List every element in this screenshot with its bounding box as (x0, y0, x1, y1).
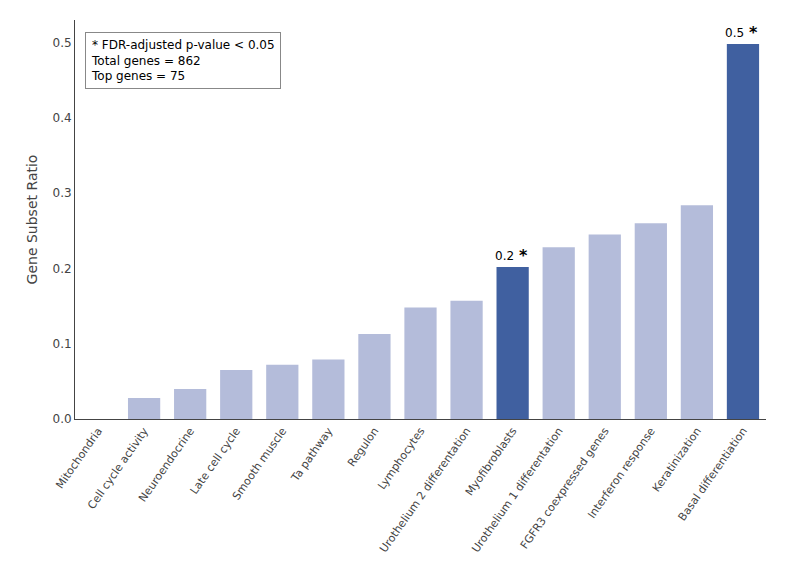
svg-text:Neuroendocrine: Neuroendocrine (136, 425, 197, 505)
svg-text:Mitochondria: Mitochondria (53, 425, 105, 491)
svg-text:0.2: 0.2 (53, 262, 72, 276)
svg-text:Urothelium 2 differentation: Urothelium 2 differentation (377, 425, 473, 555)
svg-text:Gene Subset Ratio: Gene Subset Ratio (24, 155, 40, 285)
svg-text:Ta pathway: Ta pathway (288, 425, 335, 485)
svg-text:0.0: 0.0 (53, 412, 72, 426)
svg-text:Interferon response: Interferon response (585, 425, 658, 521)
svg-text:Late cell cycle: Late cell cycle (188, 425, 244, 497)
svg-text:0.2: 0.2 (495, 249, 514, 263)
svg-text:0.1: 0.1 (53, 337, 72, 351)
svg-text:FGFR3 coexpressed genes: FGFR3 coexpressed genes (518, 425, 612, 552)
svg-text:Basal differentiation: Basal differentiation (676, 425, 750, 523)
svg-text:Myofibroblasts: Myofibroblasts (463, 425, 520, 498)
svg-text:*: * (519, 246, 528, 265)
svg-text:Keratinization: Keratinization (650, 425, 704, 494)
svg-text:*: * (749, 23, 758, 42)
svg-text:0.4: 0.4 (53, 111, 72, 125)
svg-text:0.3: 0.3 (53, 186, 72, 200)
svg-text:Cell cycle activity: Cell cycle activity (85, 425, 151, 512)
svg-text:Urothelium 1 differentation: Urothelium 1 differentation (469, 425, 565, 555)
svg-text:0.5: 0.5 (725, 26, 744, 40)
svg-text:Lymphocytes: Lymphocytes (375, 425, 427, 492)
svg-text:0.5: 0.5 (53, 36, 72, 50)
svg-text:Regulon: Regulon (345, 425, 381, 469)
svg-text:Smooth muscle: Smooth muscle (230, 425, 290, 502)
svg-text:* FDR-adjusted p-value < 0.05T: * FDR-adjusted p-value < 0.05Total genes… (91, 38, 275, 83)
